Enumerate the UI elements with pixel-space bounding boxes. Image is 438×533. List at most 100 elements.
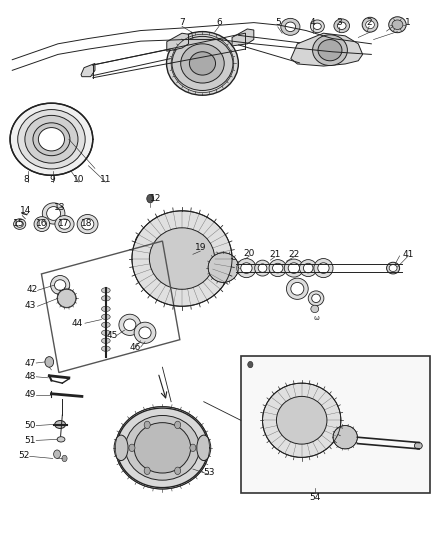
Ellipse shape xyxy=(77,215,98,233)
Text: 22: 22 xyxy=(288,250,300,259)
Ellipse shape xyxy=(102,330,110,335)
Circle shape xyxy=(45,357,53,367)
Ellipse shape xyxy=(276,397,327,444)
Ellipse shape xyxy=(55,216,74,232)
Text: 9: 9 xyxy=(50,174,56,183)
Text: 20: 20 xyxy=(244,249,255,258)
Ellipse shape xyxy=(54,280,66,290)
Text: 4: 4 xyxy=(310,18,315,27)
Ellipse shape xyxy=(172,36,233,91)
Ellipse shape xyxy=(181,44,224,83)
Text: 15: 15 xyxy=(13,219,25,228)
Ellipse shape xyxy=(337,22,346,29)
Circle shape xyxy=(144,467,150,474)
Circle shape xyxy=(153,251,158,256)
Ellipse shape xyxy=(10,103,93,175)
Text: 41: 41 xyxy=(403,251,414,260)
Text: 45: 45 xyxy=(106,331,118,340)
Ellipse shape xyxy=(25,115,78,163)
Ellipse shape xyxy=(281,18,300,35)
Polygon shape xyxy=(232,29,254,46)
Ellipse shape xyxy=(37,220,46,229)
Circle shape xyxy=(129,444,135,451)
Text: 1: 1 xyxy=(406,18,411,27)
Ellipse shape xyxy=(318,263,329,273)
Ellipse shape xyxy=(55,421,66,429)
Text: 17: 17 xyxy=(58,219,69,228)
Text: 2: 2 xyxy=(366,18,372,27)
Text: 18: 18 xyxy=(81,219,92,228)
Ellipse shape xyxy=(314,259,333,278)
Text: 16: 16 xyxy=(35,219,47,228)
Ellipse shape xyxy=(102,322,110,327)
Ellipse shape xyxy=(291,282,304,295)
Ellipse shape xyxy=(14,219,26,229)
Text: 10: 10 xyxy=(73,174,85,183)
Ellipse shape xyxy=(57,289,76,308)
Ellipse shape xyxy=(308,291,324,306)
Ellipse shape xyxy=(300,260,317,277)
Ellipse shape xyxy=(241,263,252,273)
Text: 51: 51 xyxy=(25,436,36,445)
Ellipse shape xyxy=(362,17,378,32)
Text: 47: 47 xyxy=(25,359,36,367)
Ellipse shape xyxy=(333,425,357,449)
Ellipse shape xyxy=(16,221,23,227)
Ellipse shape xyxy=(42,203,65,224)
Ellipse shape xyxy=(166,31,238,95)
Text: 3: 3 xyxy=(336,18,342,27)
Ellipse shape xyxy=(258,264,267,272)
Text: 21: 21 xyxy=(269,250,280,259)
Text: 6: 6 xyxy=(216,18,222,27)
Ellipse shape xyxy=(262,383,341,457)
Text: 50: 50 xyxy=(25,421,36,430)
Text: 19: 19 xyxy=(194,244,206,253)
Ellipse shape xyxy=(254,260,270,276)
Text: 48: 48 xyxy=(25,372,36,381)
Polygon shape xyxy=(167,33,188,51)
Ellipse shape xyxy=(197,435,211,461)
Ellipse shape xyxy=(304,263,313,273)
Ellipse shape xyxy=(284,259,304,277)
Circle shape xyxy=(62,455,67,462)
Ellipse shape xyxy=(102,306,110,312)
Circle shape xyxy=(147,195,154,203)
Ellipse shape xyxy=(237,259,256,278)
Text: 44: 44 xyxy=(72,319,83,328)
Ellipse shape xyxy=(119,314,141,335)
Text: 54: 54 xyxy=(309,493,321,502)
Text: 13: 13 xyxy=(54,203,66,212)
Ellipse shape xyxy=(334,19,350,33)
Ellipse shape xyxy=(102,346,110,351)
Ellipse shape xyxy=(102,296,110,301)
Ellipse shape xyxy=(117,408,208,488)
Ellipse shape xyxy=(102,314,110,319)
Circle shape xyxy=(162,241,166,246)
Circle shape xyxy=(140,235,144,240)
Ellipse shape xyxy=(313,35,347,66)
Circle shape xyxy=(175,421,181,429)
Text: ω: ω xyxy=(314,315,320,321)
Text: 11: 11 xyxy=(100,174,112,183)
Text: 52: 52 xyxy=(18,451,30,460)
Ellipse shape xyxy=(389,17,406,33)
Text: 53: 53 xyxy=(203,468,214,477)
Ellipse shape xyxy=(102,288,110,293)
Text: 43: 43 xyxy=(25,301,36,310)
Text: 12: 12 xyxy=(150,194,162,203)
Ellipse shape xyxy=(208,253,239,282)
Ellipse shape xyxy=(141,235,162,253)
Ellipse shape xyxy=(285,22,296,31)
Text: 14: 14 xyxy=(20,206,31,215)
Text: 42: 42 xyxy=(26,285,38,294)
Ellipse shape xyxy=(414,442,422,449)
Ellipse shape xyxy=(47,207,60,220)
Ellipse shape xyxy=(389,265,397,271)
Ellipse shape xyxy=(18,110,85,169)
Ellipse shape xyxy=(311,305,319,313)
Ellipse shape xyxy=(149,228,215,289)
Text: 8: 8 xyxy=(24,174,29,183)
Ellipse shape xyxy=(125,416,199,480)
Ellipse shape xyxy=(286,278,308,300)
Text: 7: 7 xyxy=(179,18,185,27)
